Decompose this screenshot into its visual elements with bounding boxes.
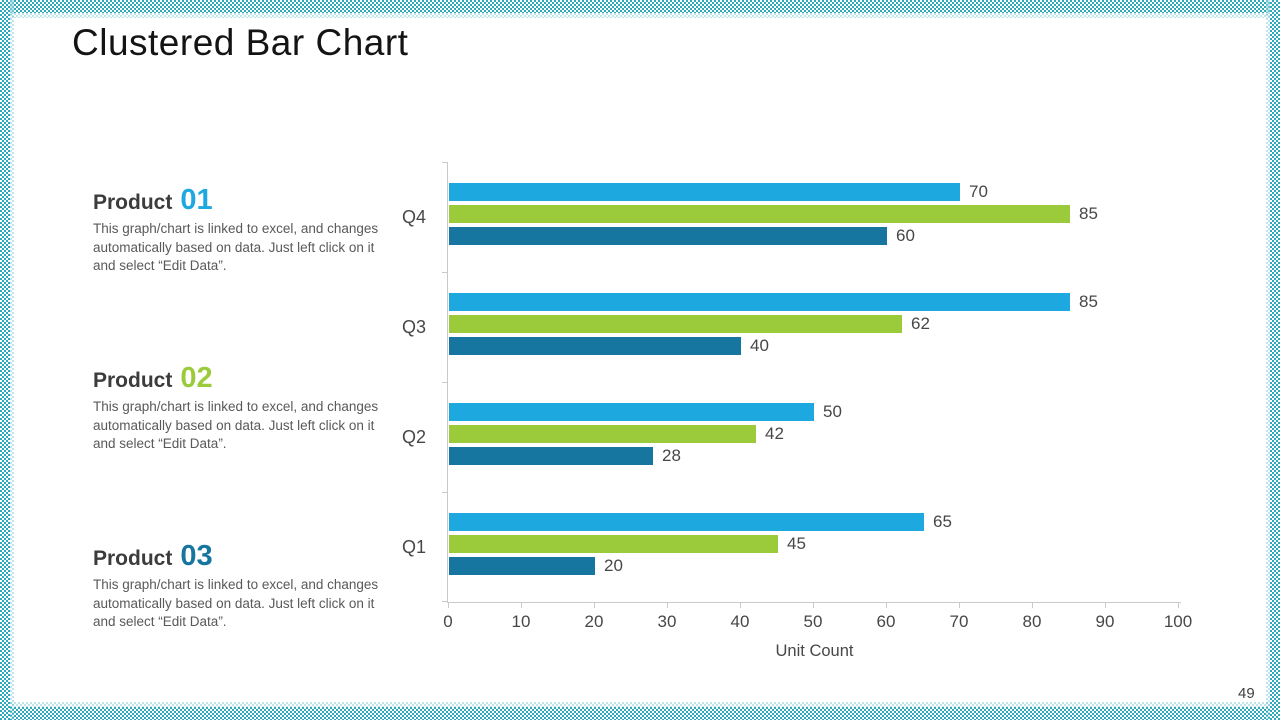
x-axis-tick-label-50: 50 <box>803 612 823 631</box>
bar-value-q2-product-02: 42 <box>765 424 784 443</box>
bar-value-q4-product-02: 85 <box>1079 204 1098 223</box>
x-axis-tick <box>813 602 814 608</box>
bar-q4-product-02 <box>449 205 1070 223</box>
border-bottom-inner <box>0 702 1280 707</box>
x-axis-tick-label-0: 0 <box>443 612 453 631</box>
product-03-heading: Product 03 <box>93 542 389 571</box>
clustered-bar-chart: Unit Count Q4 70 85 60 Q3 85 62 40 Q2 50 42 28 Q1 65 4… <box>402 162 1192 660</box>
product-02-block: Product 02 This graph/chart is linked to… <box>93 364 389 454</box>
y-axis-tick <box>442 272 448 273</box>
x-axis-tick <box>521 602 522 608</box>
x-axis-tick <box>886 602 887 608</box>
product-01-block: Product 01 This graph/chart is linked to… <box>93 186 389 276</box>
x-axis-tick <box>667 602 668 608</box>
border-left <box>0 0 10 720</box>
product-01-number: 01 <box>180 184 213 216</box>
bar-q3-product-01 <box>449 293 1070 311</box>
bar-q1-product-02 <box>449 535 778 553</box>
bar-q3-product-03 <box>449 337 741 355</box>
product-02-label: Product <box>93 369 173 392</box>
product-02-number: 02 <box>180 362 213 394</box>
border-right-inner <box>1266 0 1270 720</box>
x-axis-tick-label-60: 60 <box>876 612 896 631</box>
page-title: Clustered Bar Chart <box>72 22 409 63</box>
border-top <box>0 0 1280 13</box>
bar-value-q4-product-01: 70 <box>969 182 988 201</box>
x-axis-tick <box>448 602 449 608</box>
y-axis-tick <box>442 601 448 602</box>
x-axis-tick-label-40: 40 <box>730 612 750 631</box>
bar-q3-product-02 <box>449 315 902 333</box>
x-axis-tick-label-70: 70 <box>949 612 969 631</box>
x-axis-tick-label-80: 80 <box>1022 612 1042 631</box>
product-01-description: This graph/chart is linked to excel, and… <box>93 221 379 274</box>
product-03-description: This graph/chart is linked to excel, and… <box>93 577 379 630</box>
product-01-heading: Product 01 <box>93 186 389 215</box>
x-axis-tick <box>740 602 741 608</box>
category-label-q3: Q3 <box>402 317 427 337</box>
category-label-q2: Q2 <box>402 427 427 447</box>
product-03-number: 03 <box>180 540 213 572</box>
product-02-heading: Product 02 <box>93 364 389 393</box>
x-axis-tick-label-10: 10 <box>511 612 531 631</box>
bar-value-q1-product-03: 20 <box>604 556 623 575</box>
x-axis-tick <box>1032 602 1033 608</box>
x-axis-tick-label-20: 20 <box>584 612 604 631</box>
x-axis-tick <box>594 602 595 608</box>
y-axis-tick <box>442 162 448 163</box>
bar-value-q2-product-01: 50 <box>823 402 842 421</box>
bar-value-q1-product-01: 65 <box>933 512 952 531</box>
x-axis-tick-label-90: 90 <box>1095 612 1115 631</box>
bar-value-q4-product-03: 60 <box>896 226 915 245</box>
bar-q1-product-01 <box>449 513 924 531</box>
bar-value-q3-product-01: 85 <box>1079 292 1098 311</box>
x-axis-tick <box>1105 602 1106 608</box>
bar-q2-product-02 <box>449 425 756 443</box>
y-axis-tick <box>442 382 448 383</box>
product-01-label: Product <box>93 191 173 214</box>
bar-value-q3-product-02: 62 <box>911 314 930 333</box>
y-axis-tick <box>442 492 448 493</box>
bar-value-q2-product-03: 28 <box>662 446 681 465</box>
page-number: 49 <box>1238 685 1255 702</box>
product-02-description: This graph/chart is linked to excel, and… <box>93 399 379 452</box>
border-bottom <box>0 707 1280 720</box>
x-axis-tick <box>959 602 960 608</box>
border-top-inner <box>0 13 1280 18</box>
bar-value-q1-product-02: 45 <box>787 534 806 553</box>
bar-value-q3-product-03: 40 <box>750 336 769 355</box>
x-axis-title: Unit Count <box>775 642 854 660</box>
product-03-block: Product 03 This graph/chart is linked to… <box>93 542 389 632</box>
x-axis-tick-label-30: 30 <box>657 612 677 631</box>
bar-q4-product-03 <box>449 227 887 245</box>
bar-q4-product-01 <box>449 183 960 201</box>
border-left-inner <box>10 0 14 720</box>
product-03-label: Product <box>93 547 173 570</box>
x-axis-tick-label-100: 100 <box>1163 612 1193 631</box>
category-label-q4: Q4 <box>402 207 427 227</box>
bar-q2-product-03 <box>449 447 653 465</box>
bar-q2-product-01 <box>449 403 814 421</box>
border-right <box>1270 0 1280 720</box>
category-label-q1: Q1 <box>402 537 427 557</box>
x-axis-tick <box>1178 602 1179 608</box>
bar-q1-product-03 <box>449 557 595 575</box>
